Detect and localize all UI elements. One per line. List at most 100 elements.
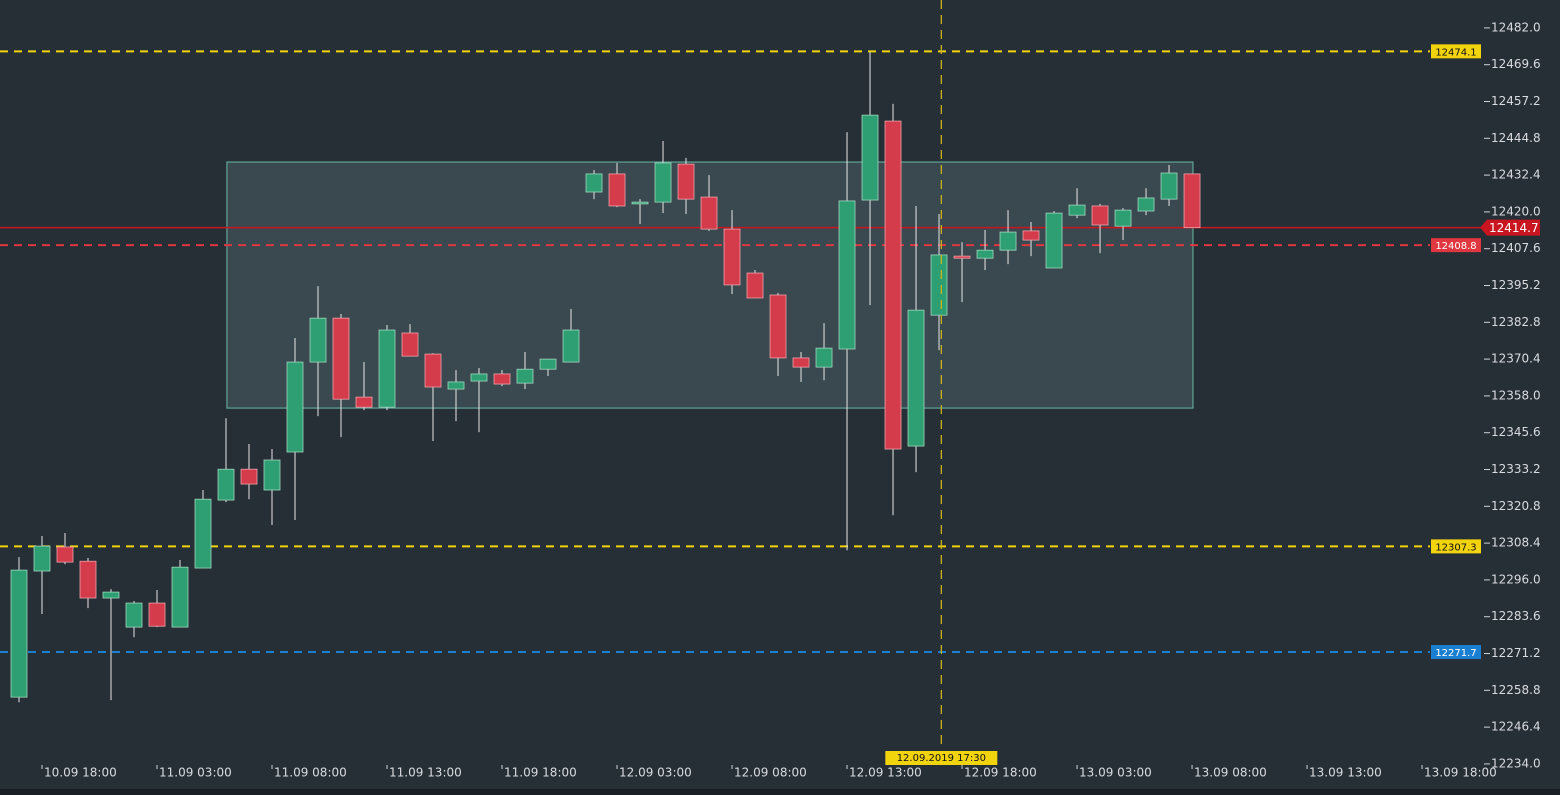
x-tick-label: 12.09 13:00 — [849, 766, 922, 780]
x-tick-label: 12.09 03:00 — [619, 766, 692, 780]
y-tick-label: 12444.8 — [1491, 131, 1541, 145]
y-tick-label: 12395.2 — [1491, 278, 1541, 292]
candle-body — [884, 120, 902, 450]
candle-body — [539, 358, 557, 370]
y-tick-label: 12358.0 — [1491, 388, 1541, 402]
candle-body — [585, 173, 603, 193]
y-tick-label: 12234.0 — [1491, 756, 1541, 770]
y-tick-label: 12246.4 — [1491, 720, 1541, 734]
y-tick-label: 12420.0 — [1491, 204, 1541, 218]
candle-body — [424, 353, 442, 388]
candle-body — [1183, 173, 1201, 229]
x-tick-label: 11.09 13:00 — [389, 766, 462, 780]
candle-body — [263, 459, 281, 491]
x-tick-label: 13.09 08:00 — [1194, 766, 1267, 780]
candle-body — [976, 249, 994, 259]
candle-body — [999, 231, 1017, 251]
y-tick-label: 12333.2 — [1491, 462, 1541, 476]
candle-body — [171, 566, 189, 628]
candle-body — [1160, 172, 1178, 200]
price-line-label-box — [1431, 44, 1481, 59]
y-tick-label: 12345.6 — [1491, 425, 1541, 439]
price-line-label-box — [1431, 645, 1481, 660]
candle-body — [286, 361, 304, 453]
x-tick-label: 13.09 18:00 — [1424, 766, 1497, 780]
candle-body — [815, 347, 833, 368]
y-tick-label: 12320.8 — [1491, 499, 1541, 513]
candle-body — [562, 329, 580, 363]
price-line-label-box — [1431, 539, 1481, 554]
price-line-label-box — [1431, 238, 1481, 253]
price-line-label: 12307.3 — [1435, 542, 1476, 553]
candle-body — [631, 201, 649, 205]
candle-body — [493, 373, 511, 385]
candle-body — [309, 317, 327, 363]
y-tick-label: 12271.2 — [1491, 646, 1541, 660]
x-tick-label: 11.09 08:00 — [274, 766, 347, 780]
y-tick-label: 12296.0 — [1491, 572, 1541, 586]
candle-body — [723, 228, 741, 286]
x-tick-label: 11.09 03:00 — [159, 766, 232, 780]
candle-body — [516, 368, 534, 384]
candle-body — [769, 294, 787, 359]
candle-body — [608, 173, 626, 207]
candle-body — [401, 332, 419, 357]
y-tick-label: 12370.4 — [1491, 352, 1541, 366]
candle-body — [1068, 204, 1086, 216]
candle-body — [125, 602, 143, 628]
candle-body — [677, 163, 695, 200]
y-tick-label: 12482.0 — [1491, 20, 1541, 34]
candle-body — [378, 329, 396, 408]
candle-body — [148, 602, 166, 627]
candle-body — [907, 309, 925, 447]
x-tick-label: 12.09 08:00 — [734, 766, 807, 780]
price-line-label: 12408.8 — [1435, 241, 1476, 252]
candle-body — [654, 162, 672, 203]
y-tick-label: 12258.8 — [1491, 683, 1541, 697]
candle-body — [953, 255, 971, 259]
price-line-label: 12271.7 — [1435, 648, 1476, 659]
candle-body — [792, 357, 810, 368]
candle-body — [1137, 197, 1155, 212]
candle-body — [1045, 212, 1063, 269]
candle-body — [102, 591, 120, 599]
candle-body — [33, 545, 51, 572]
candle-body — [56, 546, 74, 563]
y-tick-label: 12432.4 — [1491, 168, 1541, 182]
last-price-label: 12414.7 — [1489, 221, 1539, 235]
candle-body — [332, 317, 350, 400]
x-tick-label: 11.09 18:00 — [504, 766, 577, 780]
x-tick-label: 12.09 18:00 — [964, 766, 1037, 780]
candle-body — [470, 373, 488, 382]
x-tick-label: 13.09 13:00 — [1309, 766, 1382, 780]
candle-body — [240, 468, 258, 485]
price-line-label: 12474.1 — [1435, 47, 1476, 58]
last-price-box — [1480, 219, 1540, 236]
candle-body — [355, 396, 373, 408]
y-tick-label: 12469.6 — [1491, 57, 1541, 71]
candle-body — [194, 498, 212, 569]
crosshair-label: 12.09.2019 17:30 — [897, 753, 986, 764]
crosshair-label-box — [885, 751, 998, 765]
bottom-strip — [0, 789, 1560, 795]
candle-body — [1022, 230, 1040, 241]
x-tick-label: 13.09 03:00 — [1079, 766, 1152, 780]
candle-body — [10, 569, 28, 698]
candle-body — [1114, 209, 1132, 227]
candle-body — [930, 254, 948, 316]
y-tick-label: 12457.2 — [1491, 94, 1541, 108]
y-tick-label: 12283.6 — [1491, 609, 1541, 623]
y-tick-label: 12407.6 — [1491, 241, 1541, 255]
candle-body — [861, 114, 879, 201]
candle-body — [79, 560, 97, 599]
candle-body — [217, 468, 235, 501]
candle-body — [700, 196, 718, 230]
x-tick-label: 10.09 18:00 — [44, 766, 117, 780]
candle-body — [1091, 205, 1109, 226]
y-tick-label: 12308.4 — [1491, 536, 1541, 550]
candle-body — [838, 200, 856, 350]
candle-body — [746, 272, 764, 299]
